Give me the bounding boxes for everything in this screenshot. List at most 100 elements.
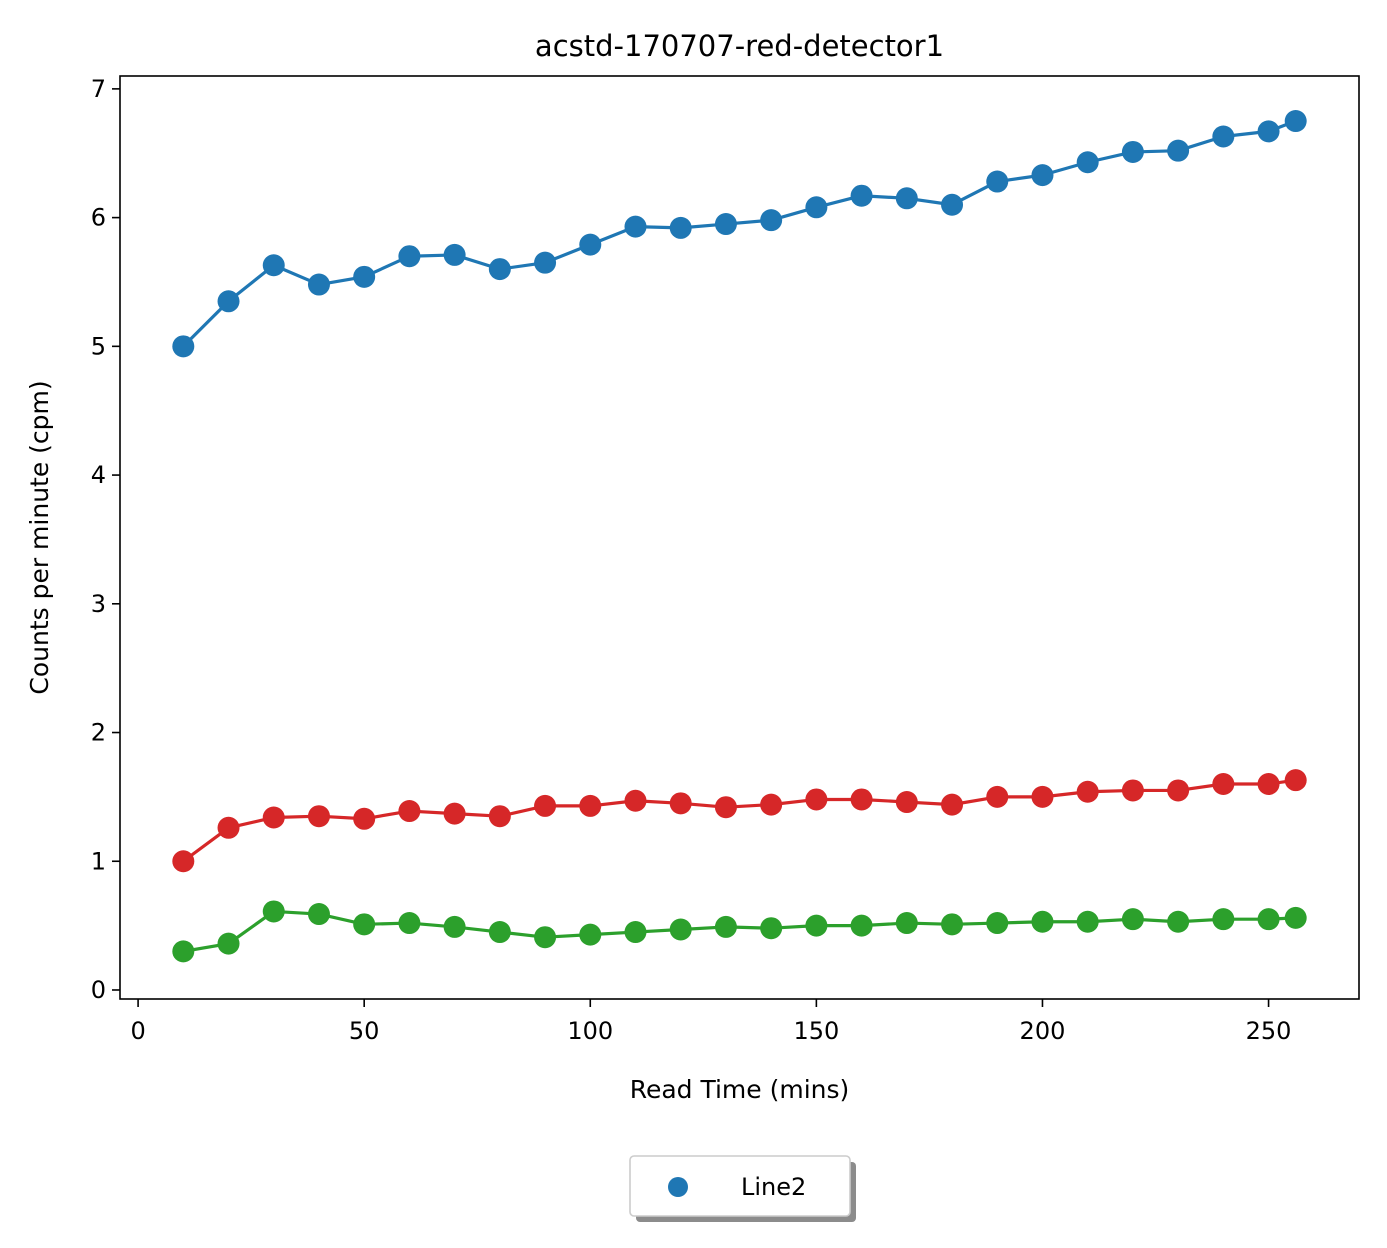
data-point [1284, 769, 1307, 792]
data-point [579, 233, 602, 256]
data-point [579, 794, 602, 817]
data-point [398, 245, 421, 268]
data-point [398, 912, 421, 935]
data-point [1076, 910, 1099, 933]
data-point [1167, 910, 1190, 933]
data-point [353, 913, 376, 936]
data-point [805, 788, 828, 811]
data-point [443, 802, 466, 825]
data-point [1031, 785, 1054, 808]
x-axis-label: Read Time (mins) [630, 1075, 850, 1104]
y-tick-label: 3 [91, 590, 106, 618]
y-tick-label: 2 [91, 719, 106, 747]
x-tick-label: 200 [1020, 1017, 1066, 1045]
data-point [1167, 139, 1190, 162]
data-point [895, 187, 918, 210]
series-2 [172, 769, 1307, 873]
y-tick-label: 0 [91, 976, 106, 1004]
data-point [1284, 110, 1307, 133]
y-axis: 0 1 2 3 4 5 6 7 [91, 75, 120, 1004]
x-tick-label: 150 [793, 1017, 839, 1045]
legend: Line2 [629, 1155, 856, 1222]
legend-box [629, 1155, 851, 1217]
series-3 [172, 900, 1307, 963]
data-point [714, 796, 737, 819]
data-point [895, 791, 918, 814]
data-point [534, 926, 557, 949]
data-point [986, 170, 1009, 193]
x-tick-label: 0 [130, 1017, 145, 1045]
x-tick-label: 250 [1246, 1017, 1292, 1045]
data-point [307, 273, 330, 296]
data-point [1257, 120, 1280, 143]
data-point [850, 914, 873, 937]
data-point [760, 793, 783, 816]
data-point [669, 792, 692, 815]
data-point [1284, 906, 1307, 929]
data-point [488, 258, 511, 281]
data-point [262, 900, 285, 923]
x-axis: 0 50 100 150 200 250 [130, 999, 1291, 1045]
data-point [1031, 910, 1054, 933]
data-point [579, 923, 602, 946]
data-point [398, 800, 421, 823]
data-point [669, 216, 692, 239]
data-point [353, 265, 376, 288]
y-tick-label: 1 [91, 847, 106, 875]
data-point [534, 251, 557, 274]
y-tick-label: 5 [91, 332, 106, 360]
data-point [1167, 779, 1190, 802]
data-point [262, 254, 285, 277]
data-point [307, 805, 330, 828]
data-point [760, 209, 783, 232]
legend-marker-line2 [668, 1177, 688, 1197]
data-point [1257, 908, 1280, 931]
data-point [1212, 773, 1235, 796]
data-point [443, 243, 466, 266]
data-point [850, 184, 873, 207]
data-point [1076, 780, 1099, 803]
data-point [986, 912, 1009, 935]
data-point [1076, 151, 1099, 174]
plot-frame [119, 75, 1360, 1000]
data-point [172, 940, 195, 963]
legend-label-line2: Line2 [741, 1173, 806, 1201]
data-point [624, 789, 647, 812]
data-point [760, 917, 783, 940]
data-point [443, 915, 466, 938]
data-point [941, 913, 964, 936]
data-point [669, 918, 692, 941]
data-point [624, 215, 647, 238]
data-point [534, 794, 557, 817]
data-point [307, 903, 330, 926]
data-point [1257, 773, 1280, 796]
series-layer [172, 110, 1307, 963]
data-point [488, 805, 511, 828]
data-point [805, 914, 828, 937]
data-point [714, 213, 737, 236]
data-point [353, 807, 376, 830]
data-point [895, 912, 918, 935]
data-point [1212, 125, 1235, 148]
data-point [624, 921, 647, 944]
data-point [986, 785, 1009, 808]
data-point [217, 816, 240, 839]
data-point [941, 793, 964, 816]
data-point [805, 196, 828, 219]
data-point [714, 915, 737, 938]
data-point [217, 932, 240, 955]
data-point [172, 335, 195, 358]
data-point [172, 850, 195, 873]
chart-title: acstd-170707-red-detector1 [535, 29, 944, 63]
series-1 [172, 110, 1307, 358]
data-point [1212, 908, 1235, 931]
x-tick-label: 50 [349, 1017, 380, 1045]
y-tick-label: 4 [91, 461, 106, 489]
data-point [1121, 908, 1144, 931]
x-tick-label: 100 [567, 1017, 613, 1045]
y-axis-label: Counts per minute (cpm) [25, 380, 54, 694]
data-point [1031, 164, 1054, 187]
data-point [488, 921, 511, 944]
